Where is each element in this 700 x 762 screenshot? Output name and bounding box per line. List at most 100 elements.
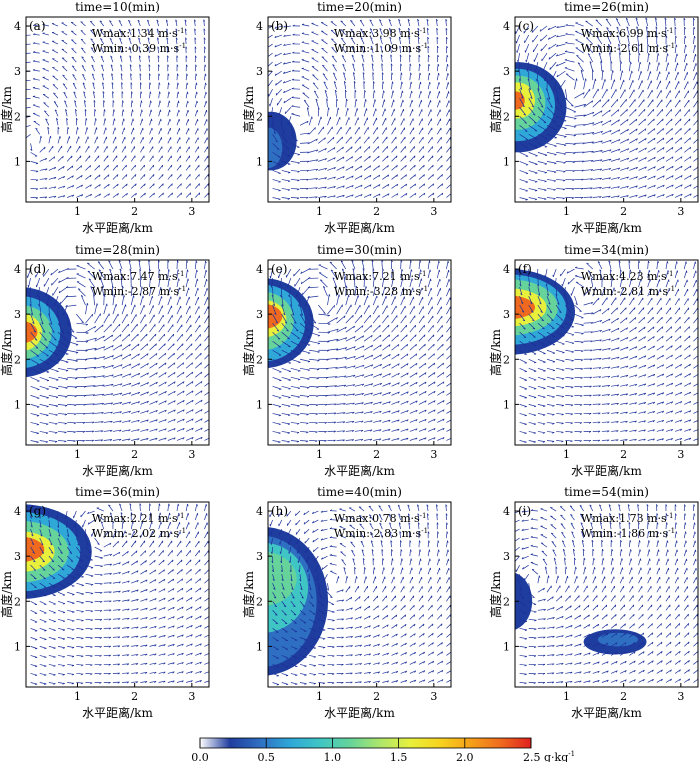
vector-arrow xyxy=(176,155,181,162)
vector-arrow xyxy=(53,92,59,99)
vector-arrow xyxy=(56,118,59,126)
vector-arrow xyxy=(537,107,546,116)
vector-arrow xyxy=(363,373,373,378)
vector-arrowhead xyxy=(591,141,594,144)
vector-arrow xyxy=(345,384,355,387)
vector-arrowhead xyxy=(74,395,77,398)
vector-arrowhead xyxy=(274,73,277,76)
vector-arrowhead xyxy=(562,369,565,371)
y-tick-label: 1 xyxy=(14,398,21,411)
vector-arrowhead xyxy=(291,113,294,115)
vector-arrowhead xyxy=(342,185,345,188)
vector-arrow xyxy=(610,327,620,333)
vector-arrowhead xyxy=(55,414,58,416)
vector-arrow xyxy=(629,157,638,162)
vector-arrowhead xyxy=(187,100,189,104)
vector-arrowhead xyxy=(147,37,150,40)
vector-arrow xyxy=(629,420,637,423)
vector-arrow xyxy=(37,287,41,297)
vector-arrow xyxy=(54,295,59,306)
vector-arrow xyxy=(427,306,433,315)
vector-arrowhead xyxy=(373,277,376,280)
vector-arrowhead xyxy=(116,174,119,177)
vector-arrow xyxy=(409,136,415,144)
vector-arrow xyxy=(30,395,40,399)
vector-arrow xyxy=(204,410,209,414)
vector-arrow xyxy=(119,37,123,45)
vector-arrow xyxy=(629,108,637,117)
vector-arrowhead xyxy=(55,423,58,425)
vector-arrowhead xyxy=(644,157,647,160)
vector-arrow xyxy=(400,363,409,369)
vector-arrowhead xyxy=(608,366,611,369)
vector-arrow xyxy=(309,349,320,353)
vector-arrow xyxy=(647,279,651,288)
vector-arrow xyxy=(345,336,356,342)
vector-arrowhead xyxy=(292,42,295,45)
vector-arrowhead xyxy=(182,409,185,412)
vector-arrowhead xyxy=(316,368,320,371)
vector-arrowhead xyxy=(662,355,664,358)
vector-arrowhead xyxy=(401,269,403,272)
vector-arrow xyxy=(185,362,193,369)
vector-arrow xyxy=(39,367,50,373)
vector-arrow xyxy=(85,326,96,333)
vector-arrow xyxy=(605,18,612,27)
vector-arrowhead xyxy=(571,351,574,353)
vector-arrow xyxy=(610,99,618,108)
vector-arrow xyxy=(330,269,337,279)
vector-arrowhead xyxy=(391,72,394,75)
vector-arrowhead xyxy=(333,430,336,433)
vector-arrow xyxy=(66,165,74,171)
vector-arrow xyxy=(103,118,106,126)
vector-arrowhead xyxy=(283,81,285,84)
vector-arrowhead xyxy=(195,73,198,76)
vector-arrow xyxy=(56,305,59,316)
vector-arrow xyxy=(30,349,40,357)
vector-arrow xyxy=(619,99,627,108)
vector-arrowhead xyxy=(598,430,601,433)
vector-arrow xyxy=(48,440,58,442)
vector-arrow xyxy=(372,117,377,126)
vector-arrow xyxy=(299,404,309,406)
vector-arrowhead xyxy=(307,107,309,110)
vector-arrowhead xyxy=(452,410,453,412)
vector-arrowhead xyxy=(525,59,527,63)
vector-arrow xyxy=(398,36,402,45)
vector-arrow xyxy=(519,143,529,149)
vector-arrow xyxy=(665,71,670,81)
vector-arrow xyxy=(363,117,368,126)
vector-arrow xyxy=(299,358,311,362)
vector-arrow xyxy=(272,116,274,125)
vector-arrow xyxy=(373,410,382,414)
vector-arrow xyxy=(537,404,546,407)
vector-arrowhead xyxy=(414,193,417,196)
vector-arrowhead xyxy=(210,353,211,355)
vector-arrowhead xyxy=(186,82,189,85)
vector-arrowhead xyxy=(442,362,445,366)
vector-arrowhead xyxy=(287,441,290,443)
vector-arrowhead xyxy=(362,72,365,75)
vector-arrowhead xyxy=(297,171,300,173)
y-tick-label: 3 xyxy=(14,308,21,321)
contour-fill xyxy=(26,504,92,599)
vector-arrowhead xyxy=(73,431,76,434)
vector-arrow xyxy=(52,286,59,296)
vector-arrowhead xyxy=(568,311,572,313)
vector-arrow xyxy=(601,421,610,423)
vector-arrow xyxy=(656,410,664,414)
vector-arrowhead xyxy=(35,163,39,165)
vector-arrow xyxy=(417,28,420,36)
vector-arrowhead xyxy=(383,277,385,280)
vector-arrowhead xyxy=(306,188,309,190)
vector-arrowhead xyxy=(671,175,674,178)
vector-arrowhead xyxy=(333,147,336,150)
vector-arrow xyxy=(158,278,161,288)
vector-arrowhead xyxy=(662,401,665,404)
vector-arrow xyxy=(427,381,436,387)
vector-arrowhead xyxy=(98,165,100,168)
vector-arrow xyxy=(81,56,86,63)
vector-arrow xyxy=(308,313,317,324)
vector-arrowhead xyxy=(371,345,373,348)
vector-arrowhead xyxy=(525,199,528,201)
